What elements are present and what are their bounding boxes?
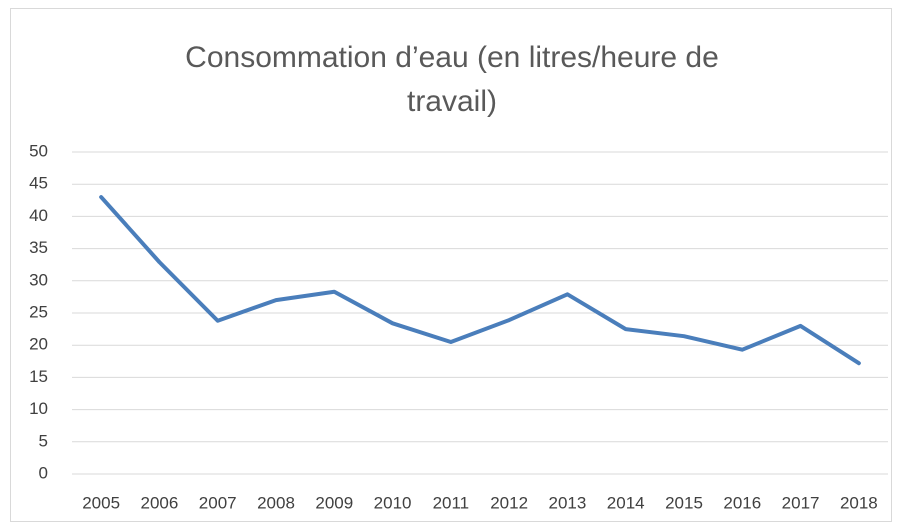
y-tick-label: 40	[29, 206, 48, 225]
y-tick-label: 45	[29, 174, 48, 193]
chart-border	[10, 8, 892, 522]
y-tick-label: 25	[29, 302, 48, 321]
x-tick-label: 2018	[840, 493, 878, 512]
x-tick-label: 2017	[782, 493, 820, 512]
x-tick-label: 2013	[549, 493, 587, 512]
x-tick-label: 2005	[82, 493, 120, 512]
y-tick-label: 20	[29, 335, 48, 354]
x-tick-label: 2006	[141, 493, 179, 512]
x-tick-label: 2015	[665, 493, 703, 512]
x-tick-label: 2008	[257, 493, 295, 512]
x-tick-label: 2009	[315, 493, 353, 512]
y-tick-label: 50	[29, 141, 48, 160]
y-tick-label: 35	[29, 238, 48, 257]
y-tick-label: 0	[39, 463, 48, 482]
x-tick-label: 2014	[607, 493, 645, 512]
x-tick-label: 2007	[199, 493, 237, 512]
y-tick-label: 30	[29, 270, 48, 289]
data-line	[99, 195, 861, 366]
x-tick-label: 2016	[723, 493, 761, 512]
x-tick-label: 2011	[433, 493, 470, 512]
x-tick-label: 2010	[374, 493, 412, 512]
y-tick-label: 5	[39, 431, 48, 450]
y-tick-label: 15	[29, 367, 48, 386]
x-tick-label: 2012	[490, 493, 528, 512]
chart-title: Consommation d’eau (en litres/heure de t…	[185, 41, 719, 118]
y-tick-label: 10	[29, 399, 48, 418]
